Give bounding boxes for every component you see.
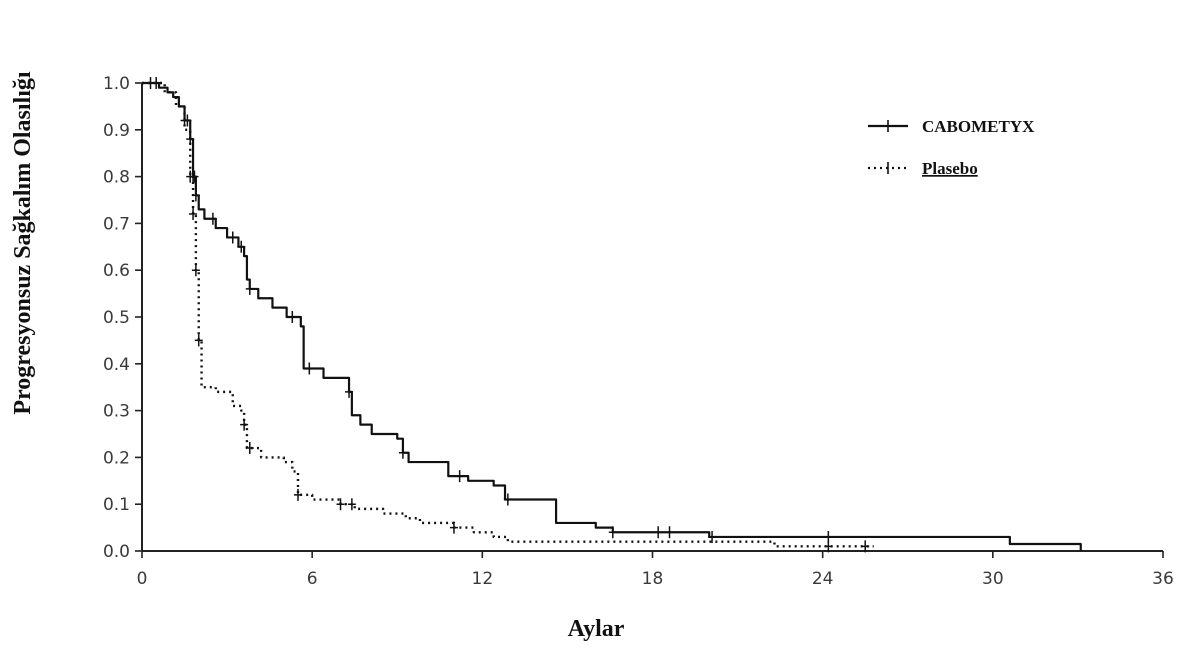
censor-mark-cabometyx	[503, 493, 512, 506]
x-tick-label: 0	[137, 569, 148, 589]
censor-mark-plasebo	[293, 488, 302, 501]
series-cabometyx	[142, 77, 1082, 551]
y-tick-label: 1.0	[103, 74, 130, 94]
censor-mark-cabometyx	[398, 446, 407, 459]
censor-mark-cabometyx	[654, 526, 663, 539]
y-tick-label: 0.2	[103, 448, 130, 468]
y-tick-label: 0.8	[103, 168, 130, 188]
censor-mark-plasebo	[240, 418, 249, 431]
series-layer	[142, 77, 1082, 553]
x-tick-label: 18	[642, 569, 664, 589]
censor-mark-plasebo	[191, 264, 200, 277]
censor-mark-plasebo	[245, 442, 254, 455]
censor-mark-cabometyx	[237, 240, 246, 253]
y-axis-title: Progresyonsuz Sağkalım Olasılığı	[10, 71, 36, 414]
censor-mark-plasebo	[336, 498, 345, 511]
x-tick-label: 24	[812, 569, 834, 589]
y-tick-label: 0.5	[103, 308, 130, 328]
legend-item-cabometyx: CABOMETYX	[868, 117, 1035, 136]
censor-mark-cabometyx	[208, 212, 217, 225]
series-plasebo	[142, 81, 874, 553]
censor-mark-plasebo	[194, 334, 203, 347]
y-tick-label: 0.3	[103, 402, 130, 422]
censor-mark-cabometyx	[288, 311, 297, 323]
x-tick-label: 6	[307, 569, 318, 589]
censor-mark-cabometyx	[305, 362, 314, 375]
y-tick-label: 0.6	[103, 261, 130, 281]
x-tick-label: 12	[472, 569, 494, 589]
x-tick-label: 36	[1152, 569, 1174, 589]
censor-mark-cabometyx	[228, 231, 237, 244]
censor-mark-plasebo	[449, 521, 458, 534]
y-tick-label: 0.1	[103, 495, 130, 515]
censor-mark-plasebo	[347, 498, 356, 511]
censor-mark-cabometyx	[245, 282, 254, 295]
censor-mark-cabometyx	[708, 530, 717, 543]
censor-mark-plasebo	[861, 540, 870, 553]
censor-mark-plasebo	[824, 540, 833, 553]
legend-label-plasebo: Plasebo	[922, 159, 978, 178]
censor-mark-cabometyx	[152, 77, 161, 89]
series-line-plasebo	[142, 81, 874, 548]
chart-axes: 0.0 0.1 0.2 0.3 0.4 0.5 0.6 0.7 0.8 0.9 1.0 0 6 12 18 2…	[103, 74, 1174, 589]
censor-mark-plasebo	[186, 170, 195, 183]
legend: CABOMETYX Plasebo	[868, 117, 1035, 178]
y-tick-label: 0.4	[103, 355, 130, 375]
y-tick-label: 0.7	[103, 214, 130, 234]
x-axis-title: Aylar	[568, 616, 625, 642]
series-line-cabometyx	[142, 81, 1082, 551]
censor-mark-cabometyx	[455, 470, 464, 483]
censor-mark-plasebo	[189, 208, 198, 221]
legend-item-plasebo: Plasebo	[868, 159, 978, 178]
y-tick-label: 0.9	[103, 121, 130, 141]
legend-label-cabometyx: CABOMETYX	[922, 117, 1035, 136]
y-tick-label: 0.0	[103, 542, 130, 562]
x-tick-label: 30	[982, 569, 1004, 589]
censor-mark-cabometyx	[608, 526, 617, 539]
censor-mark-cabometyx	[345, 385, 354, 398]
censor-mark-cabometyx	[665, 526, 674, 539]
